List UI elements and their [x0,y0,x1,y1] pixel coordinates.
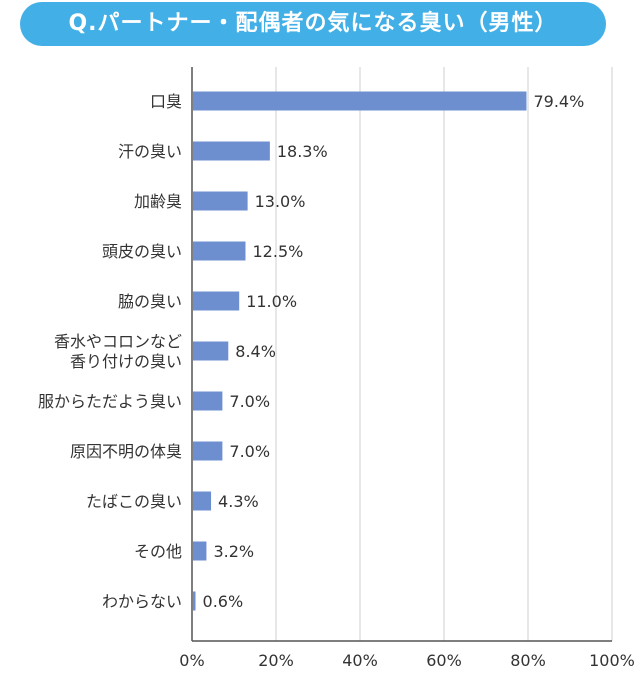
x-tick-label: 20% [258,651,294,670]
bar [193,141,270,161]
value-label: 7.0% [229,442,270,461]
value-label: 12.5% [253,242,304,261]
x-tick-label: 40% [342,651,378,670]
bar [193,291,240,311]
value-label: 3.2% [213,542,254,561]
bar [193,591,196,611]
category-label: 汗の臭い [118,142,182,161]
x-tick-label: 100% [589,651,635,670]
value-label: 7.0% [229,392,270,411]
category-label: その他 [134,542,182,561]
category-label: わからない [102,592,182,611]
bar [193,441,223,461]
chart-title: Q.パートナー・配偶者の気になる臭い（男性） [20,2,606,46]
category-label: 服からただよう臭い [38,392,182,411]
category-label: 原因不明の体臭 [70,442,182,461]
bar [193,541,207,561]
bar [193,191,248,211]
bar [193,391,223,411]
bar [193,241,246,261]
category-label: 口臭 [150,92,182,111]
bar [193,91,527,111]
x-tick-label: 0% [179,651,204,670]
bar [193,491,212,511]
value-label: 0.6% [203,592,244,611]
value-label: 8.4% [235,342,276,361]
x-tick-label: 80% [510,651,546,670]
category-label: 香水やコロンなど [54,332,182,351]
value-label: 18.3% [277,142,328,161]
category-label: たばこの臭い [86,492,182,511]
category-label: 頭皮の臭い [102,242,182,261]
value-label: 79.4% [533,92,584,111]
category-label: 加齢臭 [134,192,182,211]
value-label: 4.3% [218,492,259,511]
category-label: 香り付けの臭い [70,352,182,371]
bar [193,341,229,361]
value-label: 13.0% [255,192,306,211]
category-label: 脇の臭い [118,292,182,311]
value-label: 11.0% [246,292,297,311]
x-tick-label: 60% [426,651,462,670]
